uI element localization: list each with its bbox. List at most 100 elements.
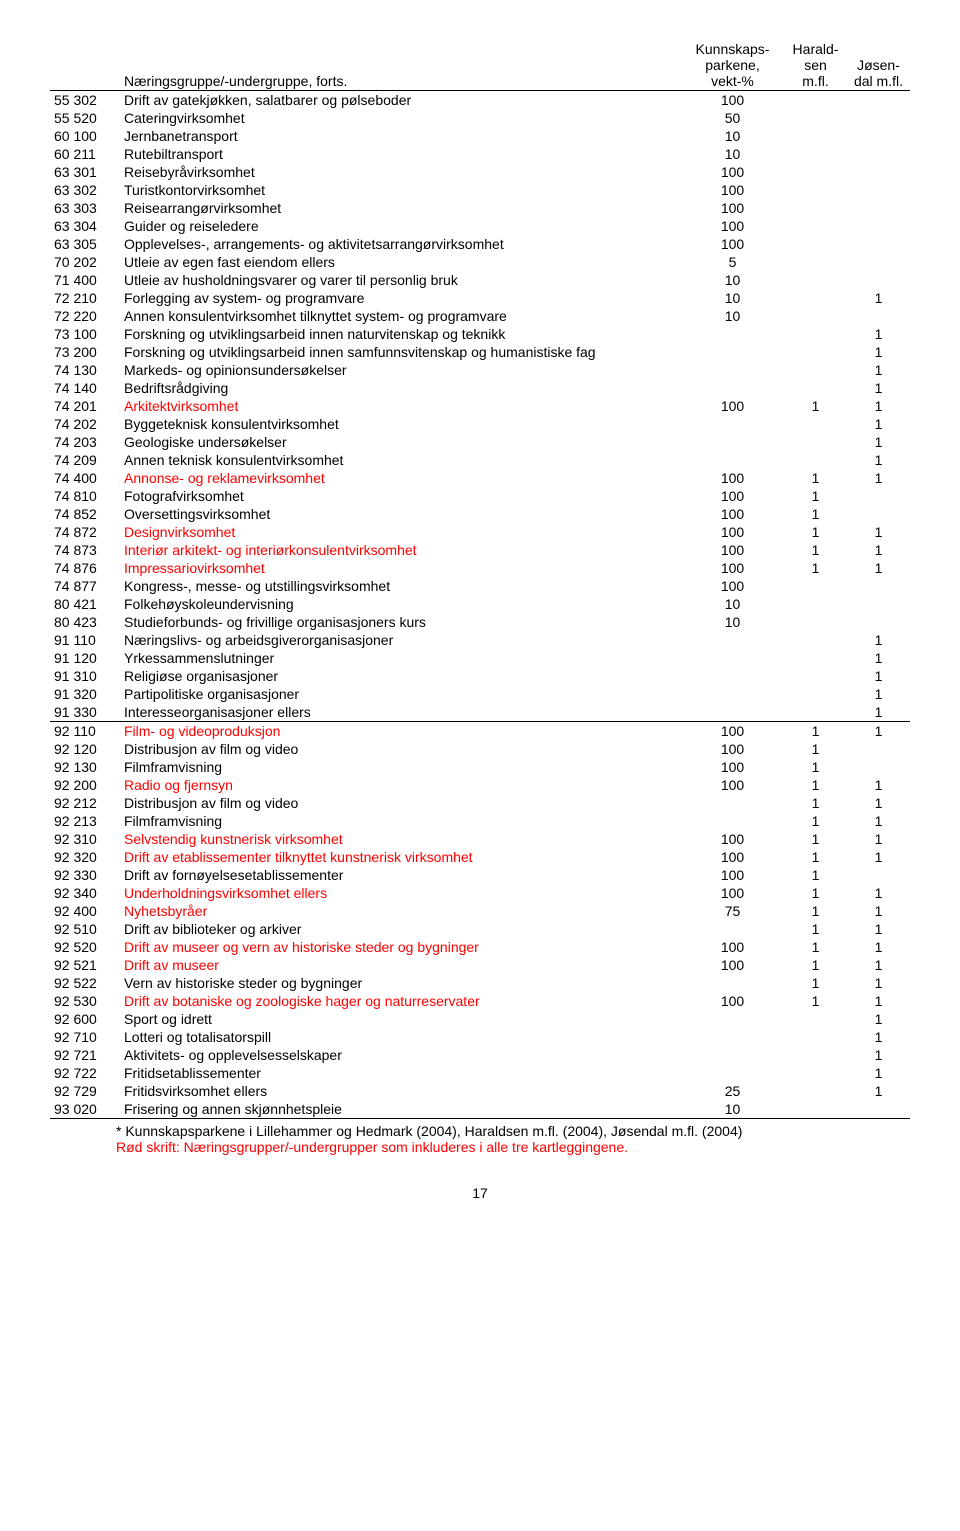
table-row: 92 212Distribusjon av film og video11	[50, 794, 910, 812]
industry-table: Næringsgruppe/-undergruppe, forts. Kunns…	[50, 40, 910, 1119]
row-v2	[784, 1010, 847, 1028]
row-v2	[784, 613, 847, 631]
row-v3: 1	[847, 902, 910, 920]
row-v2	[784, 667, 847, 685]
row-code: 74 877	[50, 577, 120, 595]
row-v3	[847, 758, 910, 776]
row-code: 92 110	[50, 722, 120, 741]
row-code: 71 400	[50, 271, 120, 289]
row-desc: Turistkontorvirksomhet	[120, 181, 681, 199]
row-desc: Bedriftsrådgiving	[120, 379, 681, 397]
row-v1	[681, 451, 784, 469]
row-v3: 1	[847, 703, 910, 722]
row-v3	[847, 487, 910, 505]
table-row: 74 877Kongress-, messe- og utstillingsvi…	[50, 577, 910, 595]
table-row: 80 421Folkehøyskoleundervisning10	[50, 595, 910, 613]
table-row: 63 302Turistkontorvirksomhet100	[50, 181, 910, 199]
table-row: 74 876Impressariovirksomhet10011	[50, 559, 910, 577]
row-v2	[784, 361, 847, 379]
row-v3: 1	[847, 649, 910, 667]
row-desc: Byggeteknisk konsulentvirksomhet	[120, 415, 681, 433]
row-v1: 100	[681, 505, 784, 523]
row-desc: Drift av etablissementer tilknyttet kuns…	[120, 848, 681, 866]
row-v1: 5	[681, 253, 784, 271]
row-code: 55 520	[50, 109, 120, 127]
table-row: 92 330Drift av fornøyelsesetablissemente…	[50, 866, 910, 884]
row-v2	[784, 1028, 847, 1046]
table-row: 92 710Lotteri og totalisatorspill1	[50, 1028, 910, 1046]
row-v2	[784, 1046, 847, 1064]
table-row: 92 310Selvstendig kunstnerisk virksomhet…	[50, 830, 910, 848]
row-v2: 1	[784, 776, 847, 794]
row-desc: Folkehøyskoleundervisning	[120, 595, 681, 613]
row-v1: 100	[681, 469, 784, 487]
row-v3	[847, 1100, 910, 1119]
row-v2	[784, 415, 847, 433]
row-v3: 1	[847, 974, 910, 992]
row-v2	[784, 379, 847, 397]
header-kunnskapsparkene: Kunnskaps- parkene, vekt-%	[681, 40, 784, 91]
row-v3	[847, 307, 910, 325]
table-row: 74 872Designvirksomhet10011	[50, 523, 910, 541]
row-code: 63 303	[50, 199, 120, 217]
table-row: 92 200Radio og fjernsyn10011	[50, 776, 910, 794]
header-haraldsen: Harald- sen m.fl.	[784, 40, 847, 91]
row-v2: 1	[784, 884, 847, 902]
row-v1: 100	[681, 181, 784, 199]
row-desc: Næringslivs- og arbeidsgiverorganisasjon…	[120, 631, 681, 649]
row-desc: Interiør arkitekt- og interiørkonsulentv…	[120, 541, 681, 559]
row-v3: 1	[847, 848, 910, 866]
row-v1: 100	[681, 848, 784, 866]
table-row: 92 721Aktivitets- og opplevelsesselskape…	[50, 1046, 910, 1064]
row-v2: 1	[784, 505, 847, 523]
row-v2	[784, 289, 847, 307]
row-code: 72 220	[50, 307, 120, 325]
row-code: 92 729	[50, 1082, 120, 1100]
row-v3	[847, 271, 910, 289]
row-v1	[681, 1028, 784, 1046]
row-v3: 1	[847, 433, 910, 451]
table-row: 72 220Annen konsulentvirksomhet tilknytt…	[50, 307, 910, 325]
table-row: 92 729Fritidsvirksomhet ellers251	[50, 1082, 910, 1100]
row-code: 74 873	[50, 541, 120, 559]
row-code: 91 120	[50, 649, 120, 667]
row-v3	[847, 163, 910, 181]
row-code: 74 876	[50, 559, 120, 577]
row-desc: Forskning og utviklingsarbeid innen natu…	[120, 325, 681, 343]
row-v1: 100	[681, 559, 784, 577]
row-code: 91 330	[50, 703, 120, 722]
row-v2: 1	[784, 974, 847, 992]
row-code: 74 202	[50, 415, 120, 433]
row-code: 73 200	[50, 343, 120, 361]
row-code: 92 530	[50, 992, 120, 1010]
row-desc: Radio og fjernsyn	[120, 776, 681, 794]
row-v3: 1	[847, 523, 910, 541]
row-v3: 1	[847, 1046, 910, 1064]
row-v3: 1	[847, 631, 910, 649]
row-v2: 1	[784, 523, 847, 541]
row-v2	[784, 181, 847, 199]
table-row: 55 520Cateringvirksomhet50	[50, 109, 910, 127]
table-row: 71 400Utleie av husholdningsvarer og var…	[50, 271, 910, 289]
row-code: 91 320	[50, 685, 120, 703]
table-row: 92 510Drift av biblioteker og arkiver11	[50, 920, 910, 938]
row-v1	[681, 361, 784, 379]
row-desc: Drift av museer og vern av historiske st…	[120, 938, 681, 956]
table-row: 92 521Drift av museer10011	[50, 956, 910, 974]
row-code: 63 301	[50, 163, 120, 181]
row-v3: 1	[847, 469, 910, 487]
row-desc: Arkitektvirksomhet	[120, 397, 681, 415]
row-v2: 1	[784, 758, 847, 776]
row-v2	[784, 325, 847, 343]
row-v1: 10	[681, 1100, 784, 1119]
row-v3: 1	[847, 956, 910, 974]
row-v2: 1	[784, 920, 847, 938]
row-v1: 100	[681, 577, 784, 595]
row-v1: 75	[681, 902, 784, 920]
row-code: 80 421	[50, 595, 120, 613]
row-desc: Distribusjon av film og video	[120, 740, 681, 758]
row-desc: Distribusjon av film og video	[120, 794, 681, 812]
header-desc: Næringsgruppe/-undergruppe, forts.	[120, 40, 681, 91]
row-code: 92 522	[50, 974, 120, 992]
footnote: * Kunnskapsparkene i Lillehammer og Hedm…	[50, 1123, 910, 1155]
